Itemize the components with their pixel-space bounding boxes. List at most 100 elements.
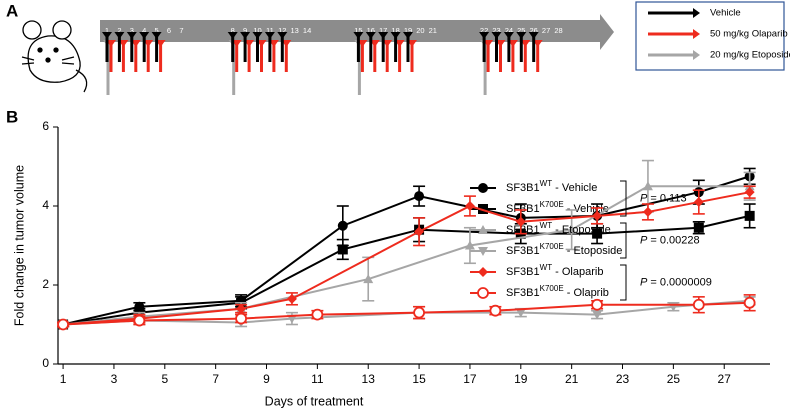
bracket	[620, 180, 627, 217]
series-line	[62, 185, 750, 326]
vehicle-arrow-head	[353, 32, 364, 39]
x-tick-label: 11	[311, 372, 324, 386]
vehicle-arrow	[102, 32, 112, 62]
data-point	[489, 304, 502, 317]
day-label: 17	[379, 26, 387, 35]
day-label: 28	[554, 26, 562, 35]
data-point	[743, 296, 756, 309]
data-point	[515, 216, 526, 227]
day-label: 7	[179, 26, 183, 35]
x-axis-title: Days of treatment	[265, 394, 364, 408]
vehicle-arrow-head	[378, 32, 389, 39]
data-point	[337, 220, 348, 231]
data-point	[337, 244, 348, 255]
x-tick-label: 17	[463, 372, 477, 386]
series-line	[62, 214, 750, 326]
legend-text: SF3B1	[506, 287, 540, 299]
day-label: 10	[253, 26, 261, 35]
data-point	[413, 306, 425, 319]
legend-text: - Etoposide	[564, 245, 623, 257]
legend-text: SF3B1	[506, 266, 540, 278]
legend-superscript: K700E	[540, 200, 564, 209]
day-label: 9	[243, 26, 247, 35]
day-label: 15	[354, 26, 362, 35]
vehicle-arrow-head	[151, 32, 162, 39]
p-value: P = 0.0000009	[640, 276, 712, 288]
vehicle-arrow	[277, 32, 288, 62]
day-label: 11	[266, 26, 274, 35]
data-point	[236, 303, 247, 314]
day-label: 2	[117, 26, 121, 35]
vehicle-arrow-head	[365, 32, 376, 39]
legend-text: - Olaparib	[552, 266, 603, 278]
vehicle-arrow	[365, 32, 376, 62]
data-point	[692, 298, 705, 311]
legend-text: - Vehicle	[552, 182, 597, 194]
p-text: = 0.113	[647, 192, 686, 204]
x-tick-label: 27	[718, 372, 732, 386]
day-label: 22	[480, 26, 488, 35]
x-tick-label: 15	[412, 372, 426, 386]
x-tick-label: 21	[565, 372, 579, 386]
x-tick-label: 25	[667, 372, 681, 386]
data-point	[464, 240, 475, 250]
y-tick-label: 0	[42, 356, 49, 370]
legend-arrow-head	[693, 29, 700, 39]
vehicle-arrow-head	[126, 32, 137, 39]
vehicle-arrow-head	[390, 32, 401, 39]
legend-label: 50 mg/kg Olaparib	[710, 29, 788, 40]
vehicle-arrow-head	[252, 32, 263, 39]
vehicle-arrow	[151, 32, 162, 62]
data-point	[693, 222, 704, 233]
legend-marker	[478, 183, 488, 193]
data-point	[592, 228, 603, 239]
day-label: 25	[517, 26, 525, 35]
day-label: 5	[155, 26, 159, 35]
legend-text: SF3B1	[506, 203, 540, 215]
legend-label: SF3B1K700E - Olaprib	[506, 284, 609, 299]
vehicle-arrow-head	[227, 32, 238, 39]
legend-superscript: WT	[540, 263, 553, 272]
day-label: 4	[142, 26, 146, 35]
legend-label: SF3B1WT - Olaparib	[506, 263, 603, 278]
vehicle-arrow	[479, 32, 490, 62]
legend-text: SF3B1	[506, 224, 540, 236]
data-point	[311, 308, 324, 321]
x-tick-label: 5	[161, 372, 168, 386]
bracket	[620, 222, 627, 259]
day-label: 23	[492, 26, 500, 35]
vehicle-arrow	[227, 32, 238, 62]
data-point	[592, 310, 603, 320]
day-label: 12	[278, 26, 286, 35]
data-point	[57, 318, 69, 331]
day-label: 20	[416, 26, 424, 35]
panel-label: B	[6, 107, 18, 126]
data-point	[414, 226, 425, 237]
vehicle-arrow	[503, 32, 514, 62]
vehicle-arrow-head	[503, 32, 514, 39]
data-point	[363, 274, 374, 284]
legend-marker	[478, 225, 488, 234]
legend-arrow-head	[693, 50, 700, 60]
p-symbol: P	[640, 234, 648, 246]
legend-label: SF3B1WT - Vehicle	[506, 179, 597, 194]
data-point	[235, 312, 247, 325]
bracket	[620, 264, 627, 301]
series	[57, 294, 756, 331]
vehicle-arrow	[264, 32, 275, 62]
data-point	[464, 201, 475, 211]
day-label: 26	[530, 26, 538, 35]
vehicle-arrow	[403, 32, 413, 62]
y-tick-label: 4	[42, 198, 49, 212]
legend-superscript: K700E	[540, 242, 564, 251]
x-tick-label: 23	[616, 372, 630, 386]
y-tick-label: 6	[42, 119, 49, 133]
x-tick-label: 1	[60, 372, 67, 386]
panel-label: A	[6, 1, 18, 20]
vehicle-arrow-head	[240, 32, 251, 39]
vehicle-arrow	[240, 32, 251, 62]
legend-marker	[478, 267, 488, 277]
vehicle-arrow	[528, 32, 539, 62]
p-value: P = 0.113	[640, 192, 687, 204]
legend-marker	[478, 247, 488, 256]
